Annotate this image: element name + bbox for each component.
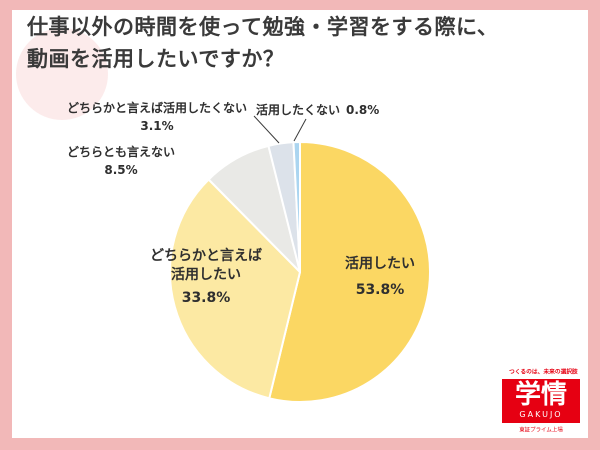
label-neutral: どちらとも言えない 8.5% [50, 145, 192, 178]
logo-box: 学情 GAKUJO [502, 378, 580, 423]
decorative-circle [16, 28, 108, 120]
pie-slice-somewhat-use [169, 178, 301, 400]
label-use: 活用したい 53.8% [325, 255, 435, 300]
pie-slice-not-use [292, 140, 301, 273]
page-title-line1: 仕事以外の時間を使って勉強・学習をする際に、 [27, 15, 499, 39]
logo-name-en: GAKUJO [519, 410, 563, 419]
label-not-use-text: 活用したくない [256, 103, 341, 117]
page-title-line2: 動画を活用したいですか？ [27, 46, 285, 71]
label-somewhat-not-use: どちらかと言えば活用したくない 3.1% [56, 101, 258, 134]
label-somewhat-use-pct: 33.8% [181, 289, 231, 306]
leader-line-somewhat-not-use [253, 115, 280, 144]
logo-tagline: つくるのは、未来の選択肢 [509, 368, 578, 375]
label-not-use: 活用したくない 0.8% [256, 103, 379, 119]
label-neutral-text: どちらとも言えない [66, 145, 175, 159]
logo-name-kanji: 学情 [514, 379, 567, 410]
label-somewhat-use-text: どちらかと言えば活用したい [150, 248, 262, 283]
gakujo-logo: つくるのは、未来の選択肢 学情 GAKUJO 東証プライム上場 [502, 367, 580, 435]
label-somewhat-not-use-text: どちらかと言えば活用したくない [66, 101, 247, 115]
label-not-use-pct: 0.8% [346, 103, 380, 117]
page-title: 仕事以外の時間を使って勉強・学習をする際に、 動画を活用したいですか？ [27, 12, 498, 75]
leader-line-not-use [293, 118, 307, 142]
label-use-text: 活用したい [345, 256, 415, 272]
label-use-pct: 53.8% [355, 281, 405, 298]
logo-subtext: 東証プライム上場 [519, 426, 563, 434]
pie-slice-use [268, 141, 432, 403]
label-neutral-pct: 8.5% [104, 162, 138, 177]
label-somewhat-not-use-pct: 3.1% [140, 118, 174, 133]
label-somewhat-use: どちらかと言えば活用したい 33.8% [146, 247, 266, 308]
